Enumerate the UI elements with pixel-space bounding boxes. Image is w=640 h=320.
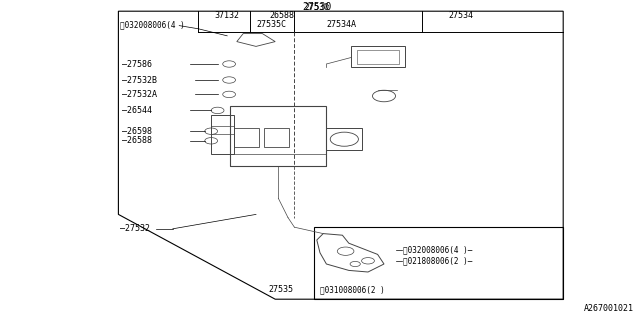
Text: —26544: —26544 bbox=[122, 106, 152, 115]
Text: Ⓡ031008006(2 ): Ⓡ031008006(2 ) bbox=[320, 285, 385, 294]
Text: Ⓡ032008006(4 ): Ⓡ032008006(4 ) bbox=[120, 20, 185, 29]
Bar bbox=[230, 106, 326, 166]
Text: 37132: 37132 bbox=[214, 11, 240, 20]
Text: —27532B: —27532B bbox=[122, 76, 157, 84]
Bar bbox=[234, 128, 259, 147]
Text: Ⓡ032008006(4 )—: Ⓡ032008006(4 )— bbox=[403, 245, 472, 254]
Text: 26588: 26588 bbox=[269, 11, 294, 20]
Bar bbox=[351, 46, 405, 67]
Bar bbox=[357, 50, 399, 64]
Text: —27532A: —27532A bbox=[122, 90, 157, 99]
Text: —27586: —27586 bbox=[122, 60, 152, 68]
Text: 27530: 27530 bbox=[302, 2, 332, 12]
Text: 27535: 27535 bbox=[269, 285, 294, 294]
Text: 27530: 27530 bbox=[304, 3, 330, 12]
Bar bbox=[211, 115, 234, 154]
Text: A267001021: A267001021 bbox=[584, 304, 634, 313]
Bar bbox=[326, 128, 362, 150]
Text: —26598: —26598 bbox=[122, 127, 152, 136]
Text: —26588: —26588 bbox=[122, 136, 152, 145]
Text: Ⓡ021808006(2 )—: Ⓡ021808006(2 )— bbox=[403, 256, 472, 265]
Text: —27532: —27532 bbox=[120, 224, 150, 233]
Bar bbox=[211, 126, 234, 134]
Text: 27535C: 27535C bbox=[256, 20, 286, 28]
Text: 27534: 27534 bbox=[448, 11, 473, 20]
Bar bbox=[264, 128, 289, 147]
Bar bbox=[230, 154, 326, 166]
Text: 27534A: 27534A bbox=[326, 20, 356, 28]
